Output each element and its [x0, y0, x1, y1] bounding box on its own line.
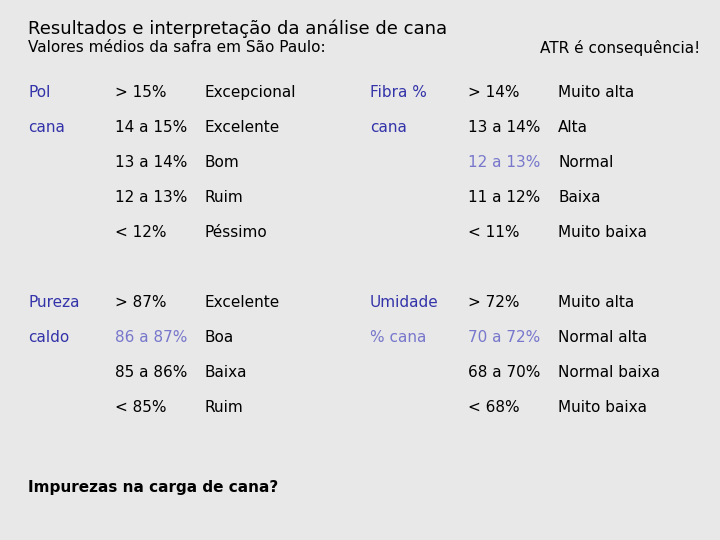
Text: > 72%: > 72% — [468, 295, 520, 310]
Text: Pol: Pol — [28, 85, 50, 100]
Text: Excepcional: Excepcional — [205, 85, 297, 100]
Text: Impurezas na carga de cana?: Impurezas na carga de cana? — [28, 480, 278, 495]
Text: 70 a 72%: 70 a 72% — [468, 330, 540, 345]
Text: Péssimo: Péssimo — [205, 225, 268, 240]
Text: Ruim: Ruim — [205, 400, 244, 415]
Text: 13 a 14%: 13 a 14% — [115, 155, 187, 170]
Text: Valores médios da safra em São Paulo:: Valores médios da safra em São Paulo: — [28, 40, 325, 55]
Text: Baixa: Baixa — [205, 365, 248, 380]
Text: Boa: Boa — [205, 330, 234, 345]
Text: 86 a 87%: 86 a 87% — [115, 330, 187, 345]
Text: 85 a 86%: 85 a 86% — [115, 365, 187, 380]
Text: Alta: Alta — [558, 120, 588, 135]
Text: < 11%: < 11% — [468, 225, 520, 240]
Text: Excelente: Excelente — [205, 120, 280, 135]
Text: Umidade: Umidade — [370, 295, 438, 310]
Text: cana: cana — [28, 120, 65, 135]
Text: Excelente: Excelente — [205, 295, 280, 310]
Text: % cana: % cana — [370, 330, 426, 345]
Text: < 85%: < 85% — [115, 400, 166, 415]
Text: Bom: Bom — [205, 155, 240, 170]
Text: 13 a 14%: 13 a 14% — [468, 120, 541, 135]
Text: 68 a 70%: 68 a 70% — [468, 365, 541, 380]
Text: 14 a 15%: 14 a 15% — [115, 120, 187, 135]
Text: Pureza: Pureza — [28, 295, 79, 310]
Text: 12 a 13%: 12 a 13% — [468, 155, 541, 170]
Text: Muito baixa: Muito baixa — [558, 400, 647, 415]
Text: > 14%: > 14% — [468, 85, 520, 100]
Text: 11 a 12%: 11 a 12% — [468, 190, 540, 205]
Text: < 68%: < 68% — [468, 400, 520, 415]
Text: Muito baixa: Muito baixa — [558, 225, 647, 240]
Text: Muito alta: Muito alta — [558, 85, 634, 100]
Text: cana: cana — [370, 120, 407, 135]
Text: Fibra %: Fibra % — [370, 85, 427, 100]
Text: < 12%: < 12% — [115, 225, 166, 240]
Text: caldo: caldo — [28, 330, 69, 345]
Text: Normal: Normal — [558, 155, 613, 170]
Text: Muito alta: Muito alta — [558, 295, 634, 310]
Text: Normal baixa: Normal baixa — [558, 365, 660, 380]
Text: Normal alta: Normal alta — [558, 330, 647, 345]
Text: ATR é consequência!: ATR é consequência! — [540, 40, 700, 56]
Text: Resultados e interpretação da análise de cana: Resultados e interpretação da análise de… — [28, 20, 447, 38]
Text: Ruim: Ruim — [205, 190, 244, 205]
Text: > 15%: > 15% — [115, 85, 166, 100]
Text: Baixa: Baixa — [558, 190, 600, 205]
Text: 12 a 13%: 12 a 13% — [115, 190, 187, 205]
Text: > 87%: > 87% — [115, 295, 166, 310]
